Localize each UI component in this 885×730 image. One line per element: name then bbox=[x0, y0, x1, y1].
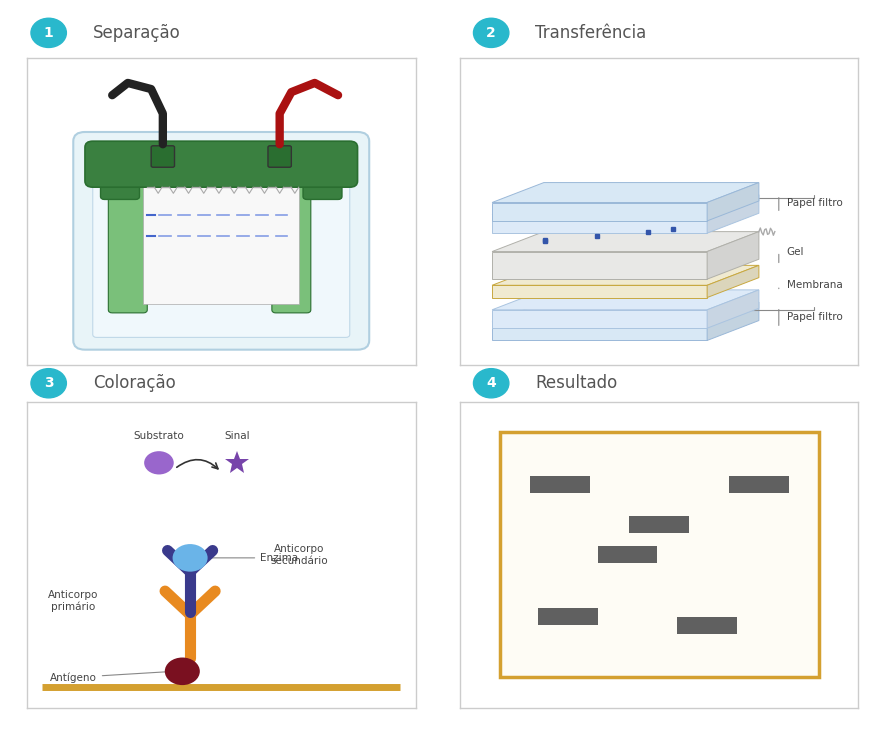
FancyBboxPatch shape bbox=[143, 181, 299, 304]
FancyBboxPatch shape bbox=[101, 156, 140, 199]
Text: Enzima: Enzima bbox=[211, 553, 298, 563]
Polygon shape bbox=[492, 285, 707, 298]
Polygon shape bbox=[707, 195, 758, 233]
Polygon shape bbox=[492, 182, 758, 202]
Polygon shape bbox=[492, 215, 707, 233]
Polygon shape bbox=[492, 202, 707, 221]
FancyBboxPatch shape bbox=[530, 476, 589, 493]
Polygon shape bbox=[707, 266, 758, 298]
FancyBboxPatch shape bbox=[597, 546, 658, 564]
Text: 2: 2 bbox=[486, 26, 496, 40]
Polygon shape bbox=[492, 252, 707, 279]
Polygon shape bbox=[492, 266, 758, 285]
FancyBboxPatch shape bbox=[303, 156, 342, 199]
Polygon shape bbox=[707, 302, 758, 340]
Text: Anticorpo
secundário: Anticorpo secundário bbox=[270, 544, 328, 566]
FancyBboxPatch shape bbox=[500, 432, 819, 677]
Text: Anticorpo
primário: Anticorpo primário bbox=[48, 590, 98, 612]
Text: Antígeno: Antígeno bbox=[50, 672, 172, 683]
Polygon shape bbox=[492, 290, 758, 310]
Polygon shape bbox=[707, 231, 758, 279]
Polygon shape bbox=[492, 302, 758, 322]
FancyBboxPatch shape bbox=[93, 178, 350, 337]
Polygon shape bbox=[492, 322, 707, 340]
FancyBboxPatch shape bbox=[85, 141, 358, 187]
Text: Coloração: Coloração bbox=[93, 374, 176, 392]
Text: Membrana: Membrana bbox=[787, 280, 843, 291]
Text: Separação: Separação bbox=[93, 24, 181, 42]
FancyBboxPatch shape bbox=[151, 146, 174, 167]
FancyBboxPatch shape bbox=[729, 476, 789, 493]
Circle shape bbox=[173, 544, 208, 572]
Text: Substrato: Substrato bbox=[134, 431, 184, 442]
FancyBboxPatch shape bbox=[629, 515, 689, 533]
FancyBboxPatch shape bbox=[108, 178, 147, 313]
Text: 4: 4 bbox=[486, 376, 496, 391]
FancyBboxPatch shape bbox=[538, 607, 597, 625]
Text: Gel: Gel bbox=[787, 247, 804, 256]
Text: Transferência: Transferência bbox=[535, 24, 647, 42]
FancyBboxPatch shape bbox=[272, 178, 311, 313]
Text: Resultado: Resultado bbox=[535, 374, 618, 392]
Polygon shape bbox=[707, 290, 758, 328]
Polygon shape bbox=[492, 231, 758, 252]
Polygon shape bbox=[492, 310, 707, 328]
Text: Sinal: Sinal bbox=[224, 431, 250, 442]
Circle shape bbox=[165, 658, 200, 685]
Circle shape bbox=[144, 451, 173, 474]
FancyBboxPatch shape bbox=[73, 132, 369, 350]
Text: Papel filtro: Papel filtro bbox=[787, 312, 843, 323]
Polygon shape bbox=[492, 195, 758, 215]
FancyBboxPatch shape bbox=[677, 617, 737, 634]
Text: Papel filtro: Papel filtro bbox=[787, 198, 843, 207]
Text: 1: 1 bbox=[43, 26, 54, 40]
Polygon shape bbox=[707, 182, 758, 221]
Text: 3: 3 bbox=[44, 376, 53, 391]
FancyBboxPatch shape bbox=[268, 146, 291, 167]
